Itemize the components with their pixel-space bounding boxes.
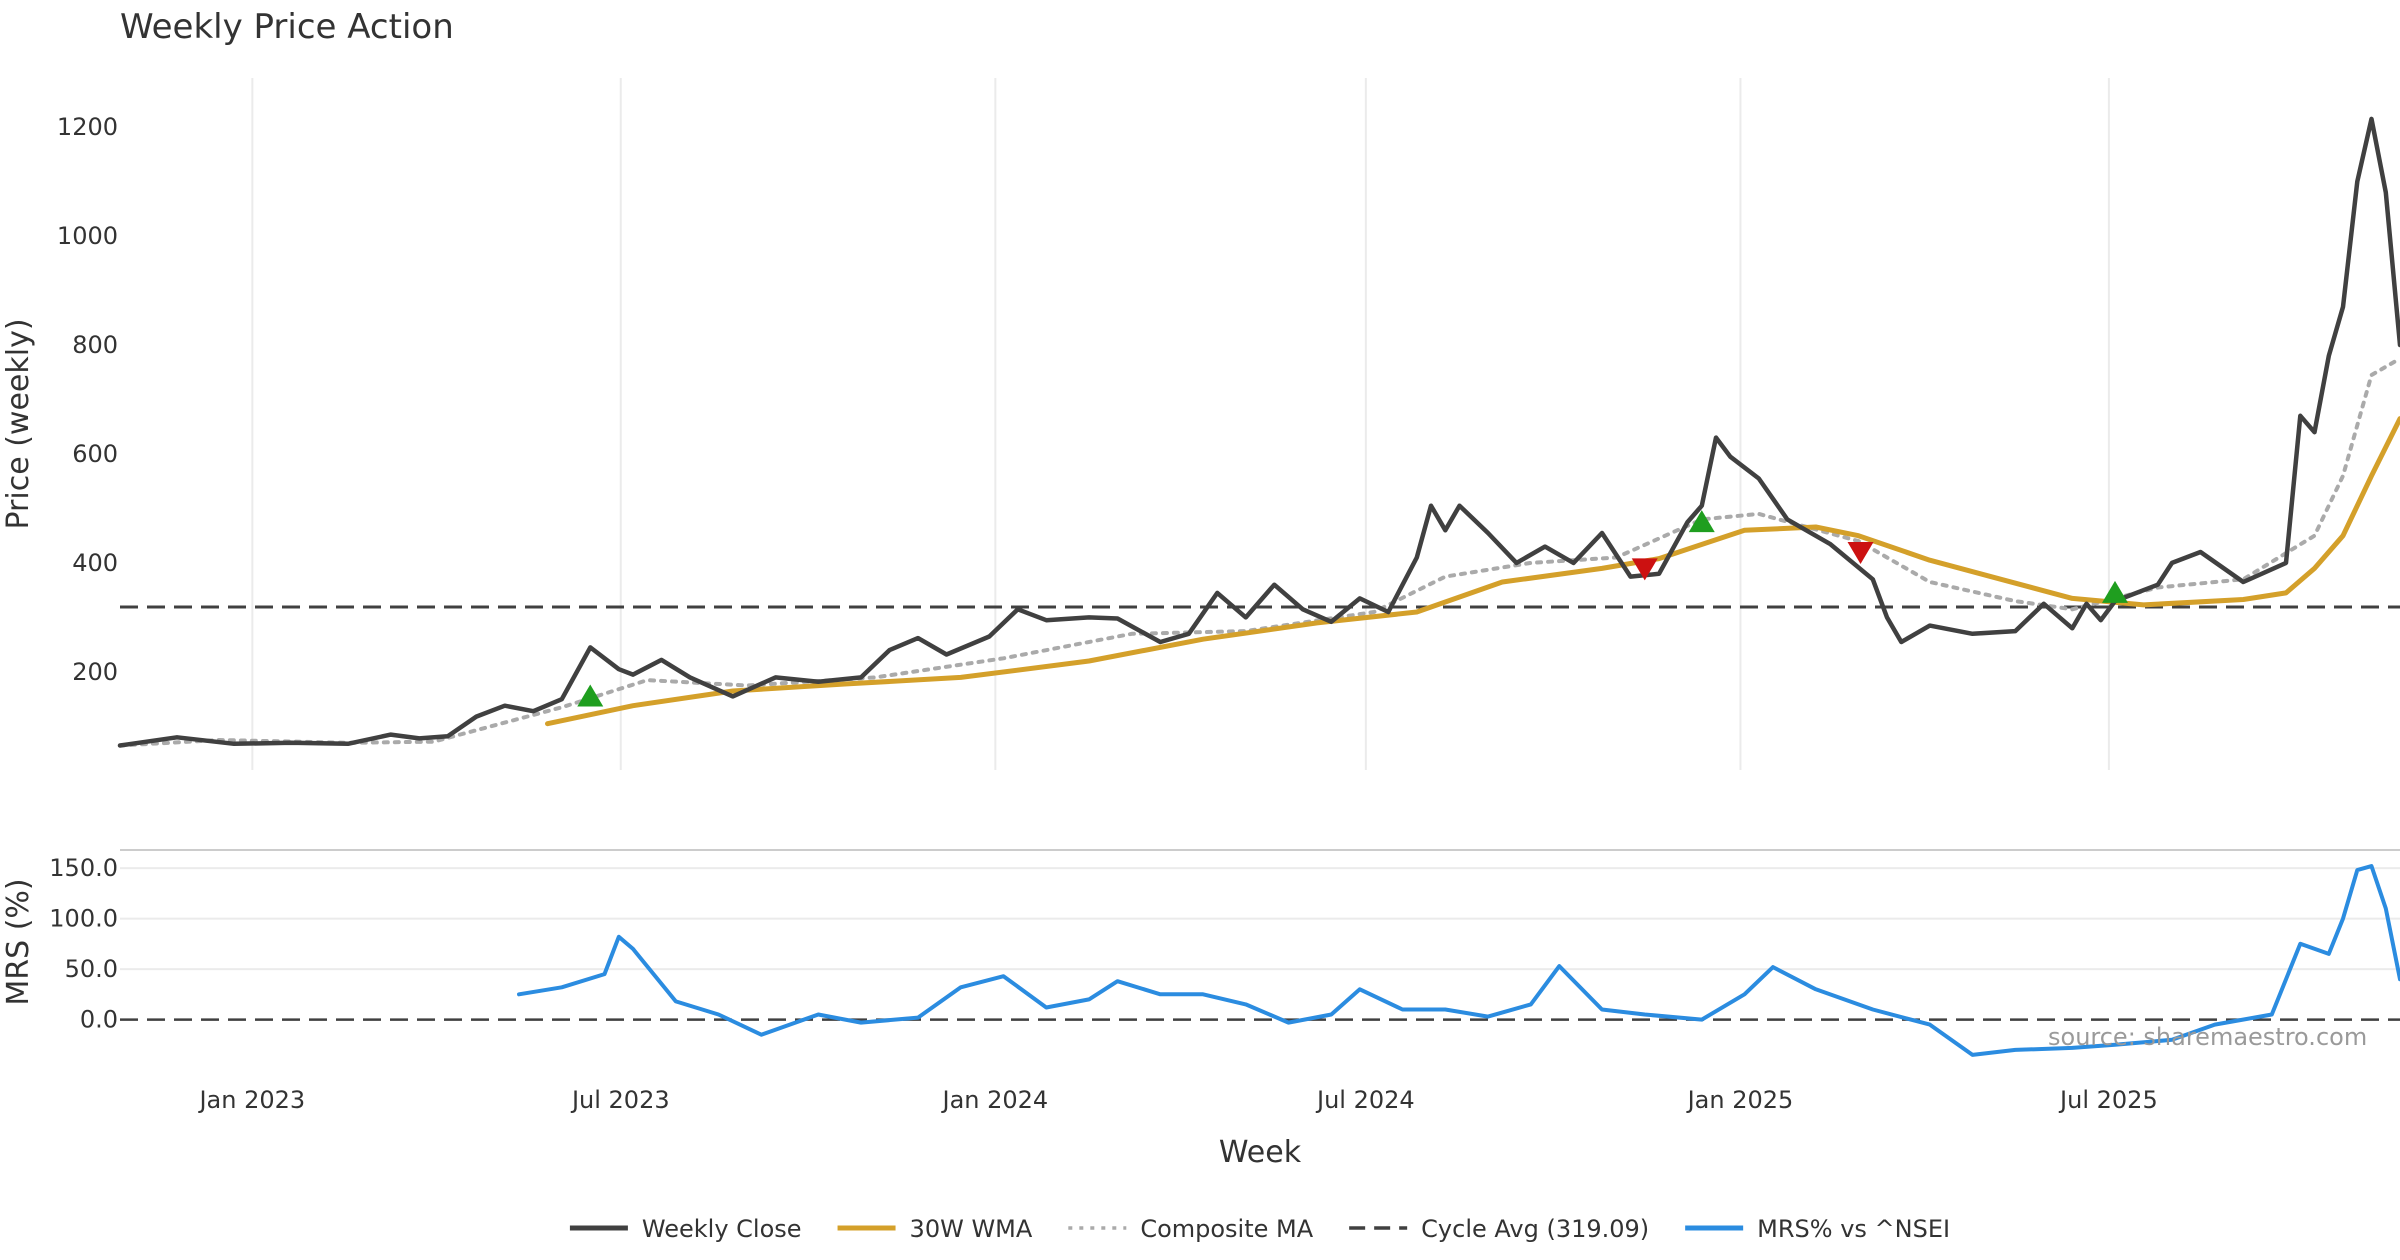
buy-signal-marker [1688,510,1715,533]
legend-label: Weekly Close [642,1215,802,1243]
composite-ma-line [118,356,2400,748]
mrs-y-tick-label: 50.0 [65,955,118,983]
price-panel: 200 400 600 800 1000 1200 Price (weekly) [1,78,2400,770]
x-axis-label: Week [1219,1135,1302,1170]
source-watermark: source: sharemaestro.com [2048,1023,2367,1051]
price-y-tick-label: 800 [72,331,118,359]
price-y-tick-label: 200 [72,658,118,686]
legend-item: 30W WMA [837,1215,1033,1243]
x-tick-label: Jul 2024 [1315,1086,1415,1114]
legend-label: Cycle Avg (319.09) [1421,1215,1649,1243]
mrs-line [517,864,2400,1057]
buy-signal-marker [2102,580,2128,603]
mrs-y-tick-label: 100.0 [49,905,118,933]
x-tick-label: Jul 2025 [2058,1086,2158,1114]
legend-item: Cycle Avg (319.09) [1349,1215,1649,1243]
price-y-tick-label: 1000 [57,222,118,250]
mrs-y-tick-label: 0.0 [80,1006,118,1034]
price-y-axis-label: Price (weekly) [1,318,36,529]
legend-item: Composite MA [1068,1215,1314,1243]
sell-signal-marker [1847,542,1874,565]
price-y-tick-label: 600 [72,440,118,468]
x-tick-label: Jan 2024 [941,1086,1049,1114]
x-tick-label: Jan 2023 [197,1086,305,1114]
price-y-tick-label: 1200 [57,113,118,141]
weekly-close-line [117,116,2400,748]
price-y-tick-label: 400 [72,549,118,577]
mrs-grid [120,867,2400,971]
mrs-y-tick-label: 150.0 [49,854,118,882]
sell-signal-marker [1631,558,1658,581]
mrs-y-axis-label: MRS (%) [1,878,36,1005]
legend-item: MRS% vs ^NSEI [1685,1215,1950,1243]
x-axis-ticks: Jan 2023 Jul 2023 Jan 2024 Jul 2024 Jan 2025… [197,1086,2157,1114]
legend-label: Composite MA [1140,1215,1313,1243]
price-y-ticks: 200 400 600 800 1000 1200 [57,113,118,686]
signal-markers [577,510,2128,707]
mrs-panel: 0.0 50.0 100.0 150.0 MRS (%) source: sharem… [1,854,2400,1057]
legend-item: Weekly Close [569,1215,802,1243]
x-tick-label: Jan 2025 [1686,1086,1794,1114]
mrs-y-ticks: 0.0 50.0 100.0 150.0 [49,854,118,1033]
wma-30w-line [545,416,2400,727]
x-tick-label: Jul 2023 [570,1086,670,1114]
legend: Weekly Close 30W WMA Composite MA Cycle Avg… [569,1215,1950,1243]
chart-title: Weekly Price Action [120,7,454,47]
price-vertical-grid [251,78,2110,770]
buy-signal-marker [577,684,604,707]
legend-label: 30W WMA [910,1215,1033,1243]
legend-label: MRS% vs ^NSEI [1757,1215,1950,1243]
